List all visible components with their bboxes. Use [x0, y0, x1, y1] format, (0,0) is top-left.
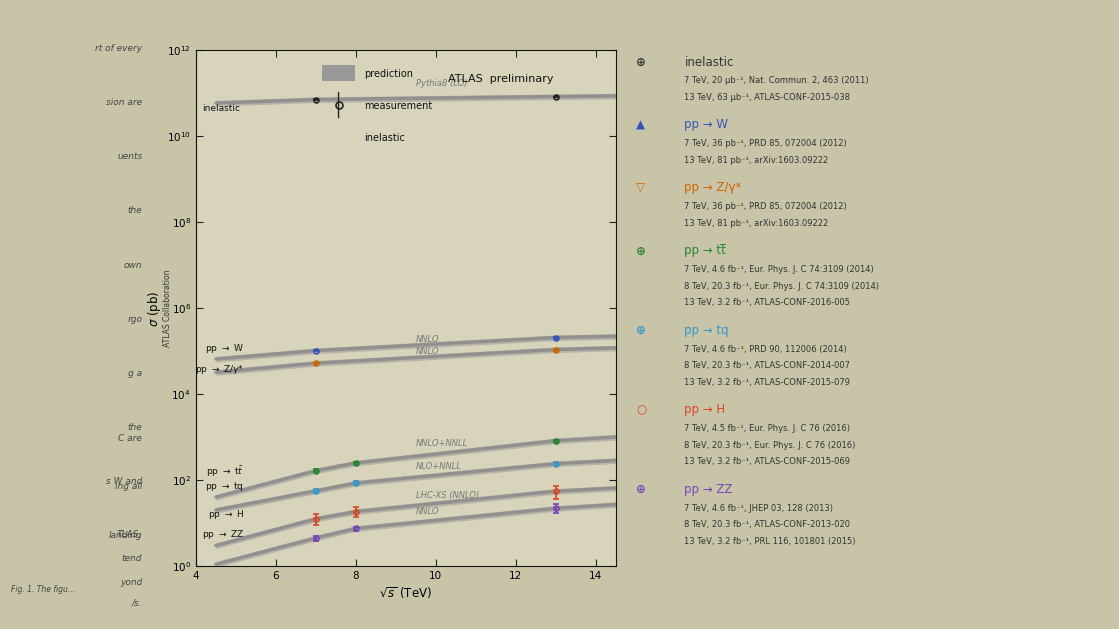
- Text: ⊕: ⊕: [637, 244, 646, 257]
- Text: NNLO: NNLO: [415, 335, 439, 343]
- Text: yond: yond: [120, 577, 142, 586]
- Text: 7 TeV, 36 pb⁻¹, PRD 85, 072004 (2012): 7 TeV, 36 pb⁻¹, PRD 85, 072004 (2012): [685, 202, 847, 211]
- Text: pp $\rightarrow$ tq: pp $\rightarrow$ tq: [205, 480, 244, 493]
- Text: 13 TeV, 3.2 fb⁻¹, ATLAS-CONF-2016-005: 13 TeV, 3.2 fb⁻¹, ATLAS-CONF-2016-005: [685, 298, 850, 307]
- Text: prediction: prediction: [364, 69, 413, 79]
- Text: NLO+NNLL: NLO+NNLL: [415, 462, 462, 470]
- Text: NNLO: NNLO: [415, 347, 439, 356]
- Text: 13 TeV, 3.2 fb⁻¹, PRL 116, 101801 (2015): 13 TeV, 3.2 fb⁻¹, PRL 116, 101801 (2015): [685, 536, 856, 545]
- Text: 7 TeV, 4.6 fb⁻¹, Eur. Phys. J. C 74:3109 (2014): 7 TeV, 4.6 fb⁻¹, Eur. Phys. J. C 74:3109…: [685, 265, 874, 274]
- Text: pp $\rightarrow$ Z/$\gamma$*: pp $\rightarrow$ Z/$\gamma$*: [195, 363, 244, 376]
- Text: inelastic: inelastic: [685, 55, 734, 69]
- Text: measurement: measurement: [364, 101, 432, 111]
- Text: 8 TeV, 20.3 fb⁻¹, Eur. Phys. J. C 76 (2016): 8 TeV, 20.3 fb⁻¹, Eur. Phys. J. C 76 (20…: [685, 440, 856, 449]
- Text: ing all: ing all: [115, 482, 142, 491]
- Text: 13 TeV, 81 pb⁻¹, arXiv:1603.09222: 13 TeV, 81 pb⁻¹, arXiv:1603.09222: [685, 155, 828, 165]
- Text: Fig. 1. The figu...: Fig. 1. The figu...: [11, 585, 75, 594]
- Text: 13 TeV, 3.2 fb⁻¹, ATLAS-CONF-2015-069: 13 TeV, 3.2 fb⁻¹, ATLAS-CONF-2015-069: [685, 457, 850, 465]
- Text: pp $\rightarrow$ W: pp $\rightarrow$ W: [205, 342, 244, 355]
- Text: LHC-XS (NNLO): LHC-XS (NNLO): [415, 490, 479, 499]
- Text: Pythia8 (LO): Pythia8 (LO): [415, 79, 467, 89]
- Text: 13 TeV, 81 pb⁻¹, arXiv:1603.09222: 13 TeV, 81 pb⁻¹, arXiv:1603.09222: [685, 218, 828, 228]
- Text: the: the: [128, 423, 142, 431]
- Text: ▽: ▽: [637, 181, 646, 194]
- Text: 7 TeV, 4.6 fb⁻¹, PRD 90, 112006 (2014): 7 TeV, 4.6 fb⁻¹, PRD 90, 112006 (2014): [685, 344, 847, 353]
- Text: 7 TeV, 36 pb⁻¹, PRD 85, 072004 (2012): 7 TeV, 36 pb⁻¹, PRD 85, 072004 (2012): [685, 139, 847, 148]
- Text: pp → H: pp → H: [685, 403, 725, 416]
- Text: 13 TeV, 63 μb⁻¹, ATLAS-CONF-2015-038: 13 TeV, 63 μb⁻¹, ATLAS-CONF-2015-038: [685, 92, 850, 102]
- Text: 13 TeV, 3.2 fb⁻¹, ATLAS-CONF-2015-079: 13 TeV, 3.2 fb⁻¹, ATLAS-CONF-2015-079: [685, 377, 850, 386]
- Text: ▲: ▲: [637, 118, 646, 131]
- Text: own: own: [123, 260, 142, 269]
- Text: pp $\rightarrow$ H: pp $\rightarrow$ H: [208, 508, 244, 521]
- Text: landing: landing: [109, 531, 142, 540]
- Y-axis label: $\sigma$ (pb): $\sigma$ (pb): [145, 290, 162, 326]
- Text: inelastic: inelastic: [364, 133, 405, 143]
- Text: NNLO+NNLL: NNLO+NNLL: [415, 438, 468, 447]
- Text: 7 TeV, 4.5 fb⁻¹, Eur. Phys. J. C 76 (2016): 7 TeV, 4.5 fb⁻¹, Eur. Phys. J. C 76 (201…: [685, 424, 850, 433]
- Text: 7 TeV, 4.6 fb⁻¹, JHEP 03, 128 (2013): 7 TeV, 4.6 fb⁻¹, JHEP 03, 128 (2013): [685, 503, 834, 512]
- Text: ⊕: ⊕: [637, 324, 646, 337]
- Text: uents: uents: [117, 152, 142, 161]
- Text: 7 TeV, 20 μb⁻¹, Nat. Commun. 2, 463 (2011): 7 TeV, 20 μb⁻¹, Nat. Commun. 2, 463 (201…: [685, 76, 869, 85]
- Text: sion are: sion are: [106, 98, 142, 107]
- Text: /s.: /s.: [132, 598, 142, 606]
- Bar: [322, 66, 356, 81]
- Text: 8 TeV, 20.3 fb⁻¹, ATLAS-CONF-2013-020: 8 TeV, 20.3 fb⁻¹, ATLAS-CONF-2013-020: [685, 520, 850, 528]
- Text: ○: ○: [637, 403, 647, 416]
- Text: 8 TeV, 20.3 fb⁻¹, Eur. Phys. J. C 74:3109 (2014): 8 TeV, 20.3 fb⁻¹, Eur. Phys. J. C 74:310…: [685, 281, 880, 291]
- X-axis label: $\sqrt{s}$ (TeV): $\sqrt{s}$ (TeV): [379, 585, 432, 601]
- Text: NNLO: NNLO: [415, 506, 439, 516]
- Text: ⊕: ⊕: [637, 55, 646, 69]
- Text: pp $\rightarrow$ t$\bar{t}$: pp $\rightarrow$ t$\bar{t}$: [206, 464, 244, 479]
- Text: C are: C are: [119, 434, 142, 443]
- Text: rt of every: rt of every: [95, 44, 142, 53]
- Text: the: the: [128, 206, 142, 215]
- Text: pp → W: pp → W: [685, 118, 728, 131]
- Text: tend: tend: [122, 554, 142, 562]
- Text: pp → ZZ: pp → ZZ: [685, 482, 733, 496]
- Text: s W and: s W and: [106, 477, 142, 486]
- Text: ATLAS Collaboration: ATLAS Collaboration: [163, 269, 172, 347]
- Text: inelastic: inelastic: [201, 104, 239, 113]
- Text: pp → tq: pp → tq: [685, 324, 728, 337]
- Text: ⊕: ⊕: [637, 482, 646, 496]
- Text: rgo: rgo: [128, 314, 142, 323]
- Text: pp → tt̅: pp → tt̅: [685, 244, 726, 257]
- Text: pp → Z/γ*: pp → Z/γ*: [685, 181, 742, 194]
- Text: TLAS,: TLAS,: [117, 530, 142, 538]
- Text: 8 TeV, 20.3 fb⁻¹, ATLAS-CONF-2014-007: 8 TeV, 20.3 fb⁻¹, ATLAS-CONF-2014-007: [685, 361, 850, 370]
- Text: g a: g a: [128, 369, 142, 377]
- Text: pp $\rightarrow$ ZZ: pp $\rightarrow$ ZZ: [201, 528, 244, 541]
- Text: ATLAS  preliminary: ATLAS preliminary: [448, 74, 553, 84]
